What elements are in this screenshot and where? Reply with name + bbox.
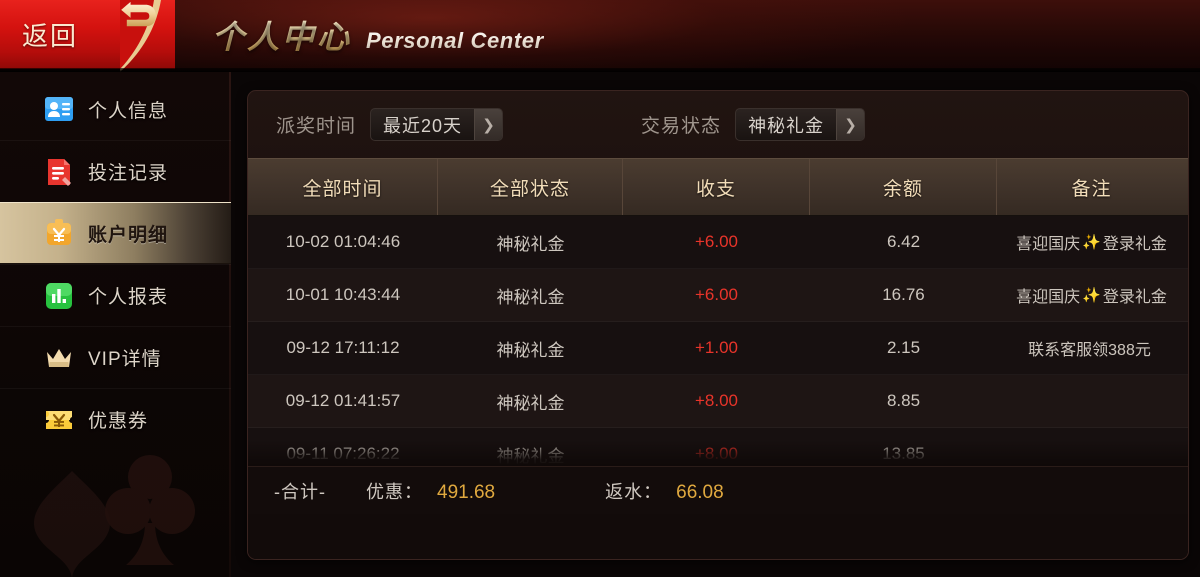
sidebar-item-personal-report[interactable]: 个人报表	[0, 264, 231, 326]
summary-total-label: -合计-	[274, 481, 326, 502]
table-row[interactable]: 09-12 17:11:12 神秘礼金 +1.00 2.15 联系客服领388元	[248, 322, 1188, 375]
summary-discount-label: 优惠：	[366, 481, 423, 502]
cell-balance: 13.85	[882, 444, 925, 463]
cell-time: 10-02 01:04:46	[285, 232, 401, 251]
filter-label-payout-time: 派奖时间	[276, 116, 357, 137]
sidebar-item-label: 账户明细	[88, 224, 169, 246]
cell-remark: 喜迎国庆 ✨ 登录礼金	[997, 216, 1186, 268]
cell-status: 神秘礼金	[496, 446, 565, 466]
cell-remark: 喜迎国庆 ✨ 登录礼金	[997, 269, 1186, 321]
page-title: 个人中心 Personal Center	[212, 12, 544, 58]
summary-discount-value: 491.68	[437, 481, 496, 503]
sidebar: 个人信息 投注记录	[0, 72, 231, 577]
column-header-balance[interactable]: 余额	[810, 159, 997, 215]
table-row[interactable]: 09-11 07:26:22 神秘礼金 +8.00 13.85	[248, 428, 1188, 466]
sidebar-item-label: VIP详情	[88, 349, 162, 370]
chevron-right-icon: ❯	[474, 109, 503, 140]
sidebar-item-label: 个人信息	[88, 100, 169, 122]
sidebar-item-label: 个人报表	[88, 287, 169, 308]
cell-balance: 6.42	[886, 232, 921, 251]
payout-time-value: 最近20天	[383, 115, 463, 136]
remark-text-post: 登录礼金	[1102, 289, 1167, 306]
filter-bar: 派奖时间 最近20天 ❯ 交易状态 神秘礼金 ❯	[248, 91, 1188, 158]
sidebar-item-account-details[interactable]: 账户明细	[0, 202, 231, 264]
cell-time: 09-12 17:11:12	[286, 338, 400, 357]
column-header-time[interactable]: 全部时间	[248, 159, 438, 215]
back-button[interactable]: 返回	[0, 0, 168, 69]
cell-amount: +8.00	[694, 444, 738, 463]
table-row[interactable]: 10-01 10:43:44 神秘礼金 +6.00 16.76 喜迎国庆 ✨ 登录礼…	[248, 269, 1188, 322]
table-row[interactable]: 09-12 01:41:57 神秘礼金 +8.00 8.85	[248, 375, 1188, 428]
column-header-amount[interactable]: 收支	[623, 159, 810, 215]
summary-rebate-value: 66.08	[676, 481, 724, 503]
sidebar-item-bet-records[interactable]: 投注记录	[0, 140, 231, 202]
transaction-status-dropdown[interactable]: 神秘礼金 ❯	[735, 108, 866, 141]
sidebar-item-coupons[interactable]: 优惠券	[0, 388, 231, 450]
column-header-remark[interactable]: 备注	[1071, 178, 1112, 200]
cell-status: 神秘礼金	[496, 234, 565, 254]
cell-amount: +1.00	[694, 338, 738, 357]
remark-text-post: 登录礼金	[1102, 236, 1167, 253]
page-title-en: Personal Center	[366, 28, 544, 53]
remark-text-pre: 联系客服领388元	[1028, 342, 1151, 359]
top-header-bar: 返回 个人中心 Personal Center	[0, 0, 1200, 72]
undo-arrow-icon	[121, 1, 156, 27]
account-details-panel: 派奖时间 最近20天 ❯ 交易状态 神秘礼金 ❯ 全部时间 全部状态 收支 余额…	[247, 90, 1189, 560]
cell-amount: +8.00	[694, 391, 738, 410]
chevron-right-icon: ❯	[836, 109, 865, 140]
summary-footer-spacer	[724, 467, 1188, 514]
cell-balance: 2.15	[886, 338, 921, 357]
cell-remark	[997, 428, 1186, 466]
panel-bottom-blank-area	[248, 514, 1188, 559]
table-header-row: 全部时间 全部状态 收支 余额 备注	[248, 158, 1188, 216]
yen-ticket-icon	[46, 410, 72, 429]
transaction-status-value: 神秘礼金	[748, 115, 825, 136]
header-bottom-edge	[0, 68, 1200, 72]
cell-status: 神秘礼金	[496, 287, 565, 307]
bar-chart-icon	[46, 282, 72, 309]
sidebar-menu: 个人信息 投注记录	[0, 72, 231, 450]
column-header-status[interactable]: 全部状态	[438, 159, 623, 215]
summary-footer: -合计- 优惠： 491.68 返水： 66.08	[248, 466, 1188, 514]
cell-remark	[997, 375, 1186, 427]
back-tab: 返回	[0, 0, 200, 72]
cell-balance: 8.85	[886, 391, 921, 410]
table-body[interactable]: 10-02 01:04:46 神秘礼金 +6.00 6.42 喜迎国庆 ✨ 登录礼金…	[248, 216, 1188, 466]
header-sheen	[0, 0, 1200, 72]
contact-card-icon	[45, 97, 73, 121]
sidebar-item-personal-info[interactable]: 个人信息	[0, 78, 231, 140]
sparkle-icon: ✨	[1082, 287, 1101, 304]
sparkle-icon: ✨	[1082, 234, 1101, 251]
back-button-label: 返回	[22, 21, 79, 51]
cell-balance: 16.76	[882, 285, 925, 304]
cell-amount: +6.00	[694, 285, 738, 304]
summary-rebate: 返水： 66.08	[605, 478, 724, 504]
card-suits-watermark-icon	[34, 455, 195, 577]
table-row[interactable]: 10-02 01:04:46 神秘礼金 +6.00 6.42 喜迎国庆 ✨ 登录礼金	[248, 216, 1188, 269]
cell-remark: 联系客服领388元	[997, 322, 1186, 374]
crown-icon	[47, 348, 71, 367]
document-pen-icon	[48, 158, 71, 186]
cell-amount: +6.00	[694, 232, 738, 251]
summary-rebate-label: 返水：	[605, 481, 663, 502]
cell-status: 神秘礼金	[496, 340, 565, 360]
page-title-cn: 个人中心	[212, 12, 352, 58]
remark-text-pre: 喜迎国庆	[1016, 289, 1081, 306]
filter-label-transaction-status: 交易状态	[641, 116, 722, 137]
payout-time-dropdown[interactable]: 最近20天 ❯	[370, 108, 504, 141]
sidebar-item-label: 优惠券	[88, 411, 149, 432]
yen-clipboard-icon	[47, 219, 71, 245]
cell-time: 09-12 01:41:57	[285, 391, 401, 410]
sidebar-item-vip-details[interactable]: VIP详情	[0, 326, 231, 388]
cell-status: 神秘礼金	[496, 393, 565, 413]
sidebar-item-label: 投注记录	[88, 163, 169, 184]
cell-time: 09-11 07:26:22	[286, 444, 400, 463]
sidebar-right-edge	[229, 72, 231, 577]
summary-discount: 优惠： 491.68	[366, 478, 495, 504]
remark-text-pre: 喜迎国庆	[1016, 236, 1081, 253]
cell-time: 10-01 10:43:44	[285, 285, 401, 304]
